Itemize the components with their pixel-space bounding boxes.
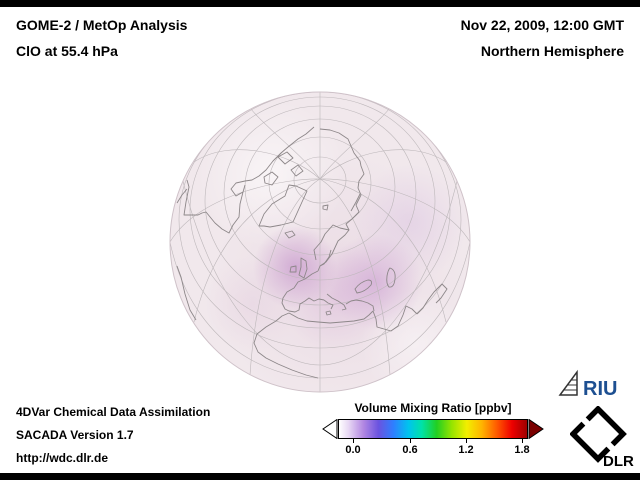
- dlr-logo: DLR: [569, 405, 638, 473]
- colorbar-row: [322, 419, 544, 439]
- tick-mark: [466, 439, 467, 443]
- riu-triangle-icon: [558, 369, 578, 396]
- tick-label: 1.8: [514, 444, 530, 456]
- colorbar-title: Volume Mixing Ratio [ppbv]: [354, 401, 512, 415]
- colorbar-gradient: [337, 419, 529, 439]
- riu-logo-text: RIU: [583, 378, 617, 400]
- datetime-label: Nov 22, 2009, 12:00 GMT: [460, 17, 624, 33]
- colorbar-under-arrow: [322, 419, 338, 439]
- dlr-logo-svg: DLR: [569, 405, 634, 470]
- analysis-title: GOME-2 / MetOp Analysis: [16, 17, 188, 33]
- colorbar-ticks: 0.0 0.6 1.2 1.8: [322, 439, 544, 457]
- tick-mark: [353, 439, 354, 443]
- tick-label: 1.2: [458, 444, 474, 456]
- tick-mark: [522, 439, 523, 443]
- assimilation-label: 4DVar Chemical Data Assimilation: [16, 405, 211, 419]
- graticule: [170, 92, 470, 392]
- colorbar: Volume Mixing Ratio [ppbv] 0.0 0.6 1.2 1…: [322, 401, 544, 457]
- species-level-label: ClO at 55.4 hPa: [16, 43, 118, 59]
- colorbar-under-arrow-shape: [322, 419, 338, 439]
- globe-limb: [169, 91, 471, 393]
- riu-logo: RIU: [558, 368, 632, 407]
- dlr-logo-text: DLR: [603, 453, 634, 468]
- header-right: Nov 22, 2009, 12:00 GMT Northern Hemisph…: [461, 12, 624, 64]
- header-left: GOME-2 / MetOp Analysis ClO at 55.4 hPa: [16, 12, 187, 64]
- version-label: SACADA Version 1.7: [16, 428, 134, 442]
- tick-mark: [410, 439, 411, 443]
- dlr-diamond-icon: [569, 405, 627, 463]
- coastlines: [176, 126, 448, 379]
- bottom-border-bar: [0, 473, 640, 480]
- riu-logo-svg: RIU: [558, 369, 617, 400]
- url-label: http://wdc.dlr.de: [16, 451, 108, 465]
- colorbar-over-arrow-shape: [528, 419, 544, 439]
- hemisphere-label: Northern Hemisphere: [480, 43, 624, 59]
- footer-credits: 4DVar Chemical Data Assimilation SACADA …: [16, 401, 210, 470]
- globe-svg: [169, 91, 471, 393]
- tick-label: 0.6: [402, 444, 418, 456]
- top-border-bar: [0, 0, 640, 7]
- colorbar-over-arrow: [528, 419, 544, 439]
- anomaly-field: [197, 99, 470, 392]
- globe-map: [160, 82, 480, 402]
- dlr-diamond-slash: [578, 414, 618, 454]
- tick-label: 0.0: [345, 444, 361, 456]
